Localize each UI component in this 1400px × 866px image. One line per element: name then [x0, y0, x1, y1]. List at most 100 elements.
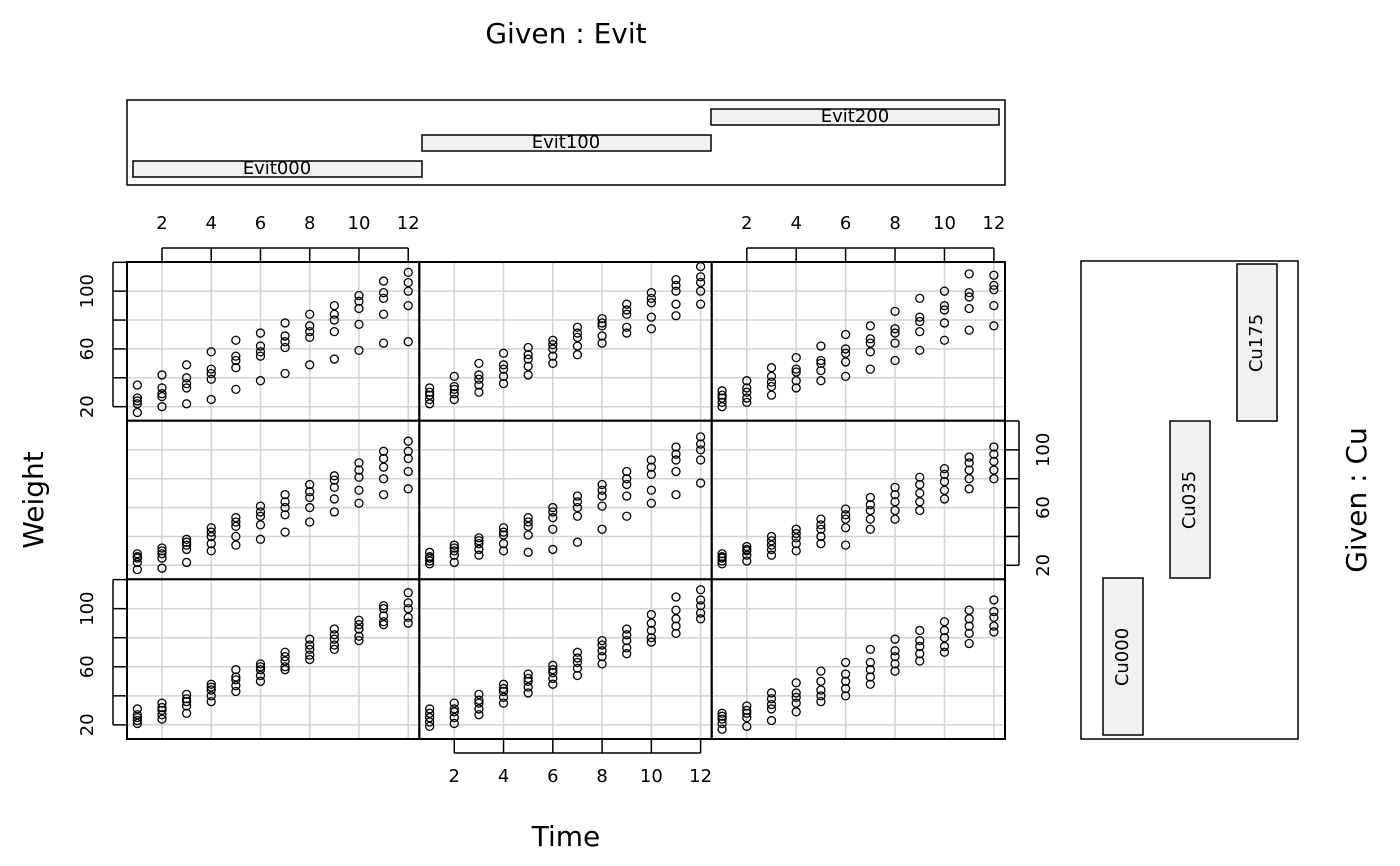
point	[695, 272, 706, 282]
x-tick-label: 8	[889, 213, 900, 234]
point	[449, 389, 459, 399]
point	[378, 446, 389, 456]
point	[840, 691, 851, 701]
point	[939, 286, 950, 296]
point	[231, 384, 241, 395]
point	[597, 646, 607, 656]
point	[742, 712, 752, 723]
point	[523, 688, 533, 698]
point	[816, 520, 826, 530]
point	[403, 604, 413, 614]
point	[717, 714, 727, 724]
point	[791, 376, 801, 386]
point	[157, 383, 167, 393]
x-tick-label: 12	[982, 213, 1005, 234]
point	[671, 286, 681, 296]
point	[231, 531, 241, 542]
point	[646, 469, 656, 480]
point	[132, 718, 142, 729]
point	[305, 309, 315, 319]
point	[354, 498, 364, 508]
point	[671, 489, 681, 500]
point	[865, 644, 875, 654]
point	[255, 659, 266, 669]
point	[206, 685, 216, 695]
point	[865, 321, 875, 331]
point	[622, 309, 632, 319]
point	[132, 380, 142, 390]
given-level: Cu000	[1112, 628, 1133, 686]
point	[646, 462, 656, 472]
point	[403, 484, 413, 494]
point	[181, 537, 192, 547]
point	[939, 625, 950, 636]
point	[474, 704, 484, 714]
point	[280, 502, 290, 513]
point	[597, 524, 607, 534]
point	[622, 328, 632, 338]
point	[231, 355, 241, 366]
point	[280, 656, 290, 666]
point	[354, 345, 364, 356]
point	[474, 544, 484, 555]
point	[498, 539, 509, 549]
point	[572, 647, 583, 657]
point	[989, 280, 999, 291]
point	[671, 592, 681, 602]
point	[378, 309, 389, 319]
point	[474, 370, 484, 380]
point	[548, 660, 558, 670]
point	[206, 394, 216, 405]
point	[964, 325, 974, 335]
point	[989, 456, 999, 467]
point	[572, 657, 583, 668]
point	[255, 511, 266, 521]
point	[890, 338, 900, 348]
point	[255, 676, 266, 686]
point	[890, 497, 900, 507]
point	[816, 691, 826, 701]
given-bar	[1169, 420, 1211, 579]
point	[329, 624, 339, 634]
point	[498, 530, 509, 540]
point	[915, 472, 925, 482]
point	[449, 698, 459, 708]
point	[255, 376, 266, 386]
point	[424, 387, 435, 397]
point	[671, 299, 681, 309]
point	[403, 612, 413, 623]
point	[742, 387, 752, 397]
point	[449, 546, 459, 556]
point	[989, 321, 999, 331]
point	[717, 556, 727, 566]
point	[622, 630, 632, 640]
point	[816, 676, 826, 686]
point	[548, 344, 558, 354]
given-level: Cu175	[1246, 314, 1267, 372]
point	[255, 670, 266, 681]
point	[231, 672, 241, 682]
point	[717, 708, 727, 718]
point	[329, 507, 339, 517]
point	[939, 647, 950, 657]
given-top-title: Given : Evit	[485, 17, 646, 50]
point	[964, 628, 974, 639]
point	[474, 710, 484, 720]
point	[424, 390, 435, 400]
point	[378, 489, 389, 500]
point	[424, 399, 435, 409]
point	[989, 612, 999, 623]
point	[132, 715, 142, 726]
point	[378, 611, 389, 621]
point	[449, 543, 459, 553]
point	[305, 479, 315, 490]
point	[840, 357, 851, 367]
point	[816, 365, 826, 376]
point	[378, 474, 389, 484]
point	[548, 358, 558, 369]
point	[964, 303, 974, 314]
y-tick-label: 60	[77, 655, 98, 678]
point	[622, 299, 632, 309]
y-tick-label: 100	[1033, 433, 1054, 467]
point	[840, 504, 851, 514]
